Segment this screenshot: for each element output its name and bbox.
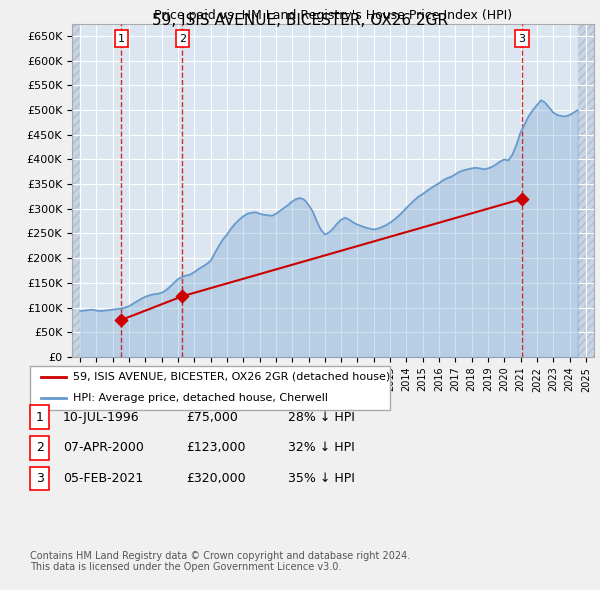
Point — [517, 194, 527, 204]
Text: 32% ↓ HPI: 32% ↓ HPI — [288, 441, 355, 454]
Point — [116, 315, 126, 324]
Text: 59, ISIS AVENUE, BICESTER, OX26 2GR: 59, ISIS AVENUE, BICESTER, OX26 2GR — [152, 13, 448, 28]
Text: 2: 2 — [179, 34, 186, 44]
Text: 28% ↓ HPI: 28% ↓ HPI — [288, 411, 355, 424]
Title: Price paid vs. HM Land Registry's House Price Index (HPI): Price paid vs. HM Land Registry's House … — [154, 9, 512, 22]
Text: Contains HM Land Registry data © Crown copyright and database right 2024.
This d: Contains HM Land Registry data © Crown c… — [30, 550, 410, 572]
Text: 05-FEB-2021: 05-FEB-2021 — [63, 472, 143, 485]
Text: £75,000: £75,000 — [186, 411, 238, 424]
Text: 07-APR-2000: 07-APR-2000 — [63, 441, 144, 454]
Text: £123,000: £123,000 — [186, 441, 245, 454]
FancyBboxPatch shape — [30, 366, 390, 410]
Text: 10-JUL-1996: 10-JUL-1996 — [63, 411, 140, 424]
Text: 3: 3 — [35, 472, 44, 485]
Text: 59, ISIS AVENUE, BICESTER, OX26 2GR (detached house): 59, ISIS AVENUE, BICESTER, OX26 2GR (det… — [73, 372, 391, 382]
Point — [178, 291, 187, 301]
Text: 1: 1 — [35, 411, 44, 424]
Text: 35% ↓ HPI: 35% ↓ HPI — [288, 472, 355, 485]
Bar — [72, 24, 80, 357]
Text: 3: 3 — [518, 34, 526, 44]
Bar — [578, 24, 594, 357]
Text: HPI: Average price, detached house, Cherwell: HPI: Average price, detached house, Cher… — [73, 393, 328, 402]
Text: 2: 2 — [35, 441, 44, 454]
Text: £320,000: £320,000 — [186, 472, 245, 485]
Text: 1: 1 — [118, 34, 125, 44]
